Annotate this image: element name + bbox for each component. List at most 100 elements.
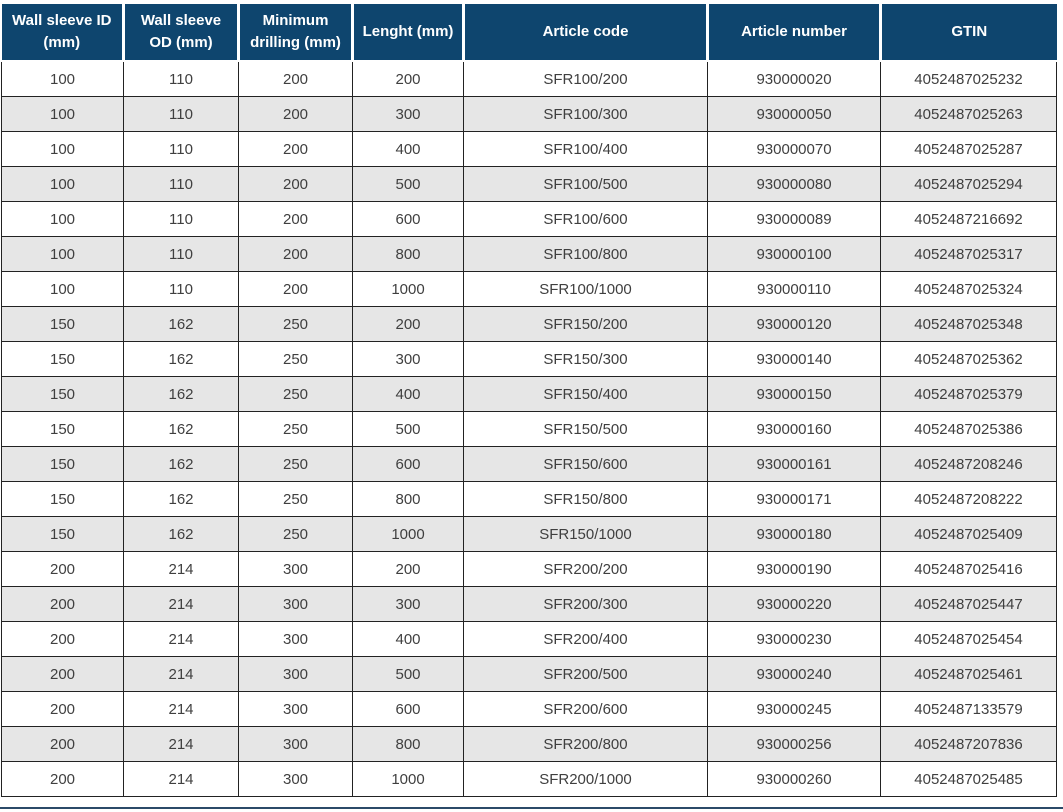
column-header: Wall sleeve ID (mm) [1,4,124,62]
table-row: 200 214 300 600 SFR200/600 930000245 405248713… [1,691,1057,727]
table-cell: 200 [352,306,464,342]
table-cell: 162 [123,376,239,412]
table-cell: 4052487025232 [880,60,1057,97]
table-row: 100 110 200 400 SFR100/400 930000070 405248702… [1,131,1057,167]
table-cell: 200 [1,586,124,622]
table-row: 150 162 250 600 SFR150/600 930000161 405248720… [1,446,1057,482]
table-cell: 214 [123,621,239,657]
table-row: 150 162 250 500 SFR150/500 930000160 405248702… [1,411,1057,447]
table-cell: SFR100/300 [463,96,708,132]
table-cell: 200 [352,551,464,587]
table-cell: SFR200/200 [463,551,708,587]
table-row: 100 110 200 600 SFR100/600 930000089 405248721… [1,201,1057,237]
table-cell: 200 [238,201,353,237]
table-cell: 1000 [352,761,464,797]
table-cell: SFR150/200 [463,306,708,342]
table-cell: 162 [123,516,239,552]
table-cell: SFR200/800 [463,726,708,762]
table-cell: 4052487025454 [880,621,1057,657]
table-cell: 250 [238,446,353,482]
table-row: 100 110 200 800 SFR100/800 930000100 405248702… [1,236,1057,272]
table-cell: 214 [123,761,239,797]
table-cell: 930000171 [707,481,881,517]
table-cell: 214 [123,691,239,727]
table-cell: 200 [352,60,464,97]
table-cell: 930000240 [707,656,881,692]
table-cell: 200 [1,726,124,762]
table-cell: 250 [238,341,353,377]
table-cell: 500 [352,411,464,447]
table-row: 200 214 300 200 SFR200/200 930000190 405248702… [1,551,1057,587]
table-cell: 162 [123,306,239,342]
table-cell: 300 [352,586,464,622]
table-cell: 250 [238,376,353,412]
table-cell: 100 [1,236,124,272]
table-cell: SFR150/400 [463,376,708,412]
table-row: 100 110 200 500 SFR100/500 930000080 405248702… [1,166,1057,202]
table-cell: 150 [1,411,124,447]
table-header-row: Wall sleeve ID (mm) Wall sleeve OD (mm) Mi… [1,4,1057,62]
column-header: Wall sleeve OD (mm) [122,4,239,62]
table-cell: 930000160 [707,411,881,447]
table-cell: 200 [238,131,353,167]
table-cell: SFR200/400 [463,621,708,657]
table-row: 200 214 300 1000 SFR200/1000 930000260 4052487… [1,761,1057,797]
table-cell: 4052487025447 [880,586,1057,622]
table-cell: 500 [352,656,464,692]
column-header: GTIN [879,4,1057,62]
table-row: 100 110 200 300 SFR100/300 930000050 405248702… [1,96,1057,132]
table-cell: 930000260 [707,761,881,797]
table-cell: 100 [1,166,124,202]
table-row: 200 214 300 500 SFR200/500 930000240 405248702… [1,656,1057,692]
wall-sleeve-spec-table: Wall sleeve ID (mm) Wall sleeve OD (mm) Mi… [1,4,1057,797]
table-cell: 200 [238,166,353,202]
table-cell: SFR100/400 [463,131,708,167]
table-cell: 162 [123,341,239,377]
table-cell: 930000110 [707,271,881,307]
table-cell: 930000230 [707,621,881,657]
table-cell: 1000 [352,271,464,307]
table-cell: 930000190 [707,551,881,587]
table-cell: 200 [1,621,124,657]
table-cell: 250 [238,306,353,342]
table-cell: 150 [1,341,124,377]
table-row: 100 110 200 200 SFR100/200 930000020 405248702… [1,60,1057,97]
table-cell: 500 [352,166,464,202]
table-cell: 4052487216692 [880,201,1057,237]
column-header: Minimum drilling (mm) [237,4,353,62]
table-cell: 930000245 [707,691,881,727]
table-cell: 150 [1,376,124,412]
table-cell: SFR150/1000 [463,516,708,552]
table-cell: 300 [352,96,464,132]
table-cell: 214 [123,586,239,622]
table-cell: 4052487025294 [880,166,1057,202]
table-cell: 4052487025485 [880,761,1057,797]
table-cell: 930000120 [707,306,881,342]
table-cell: 600 [352,691,464,727]
table-cell: 4052487208222 [880,481,1057,517]
table-cell: 4052487025348 [880,306,1057,342]
spec-table-container: Wall sleeve ID (mm) Wall sleeve OD (mm) Mi… [1,4,1057,797]
table-cell: SFR100/800 [463,236,708,272]
table-cell: 4052487133579 [880,691,1057,727]
table-cell: 930000080 [707,166,881,202]
table-cell: 110 [123,201,239,237]
table-cell: 930000020 [707,60,881,97]
table-cell: SFR150/800 [463,481,708,517]
table-cell: SFR100/200 [463,60,708,97]
table-cell: 930000089 [707,201,881,237]
table-cell: 300 [352,341,464,377]
table-cell: SFR200/1000 [463,761,708,797]
table-cell: 4052487025324 [880,271,1057,307]
table-cell: 4052487208246 [880,446,1057,482]
table-cell: 214 [123,551,239,587]
table-cell: 4052487025362 [880,341,1057,377]
table-cell: SFR200/300 [463,586,708,622]
table-cell: 930000180 [707,516,881,552]
table-cell: SFR200/500 [463,656,708,692]
table-cell: 800 [352,726,464,762]
table-cell: 400 [352,376,464,412]
table-cell: 300 [238,726,353,762]
table-cell: 600 [352,201,464,237]
table-cell: 100 [1,60,124,97]
